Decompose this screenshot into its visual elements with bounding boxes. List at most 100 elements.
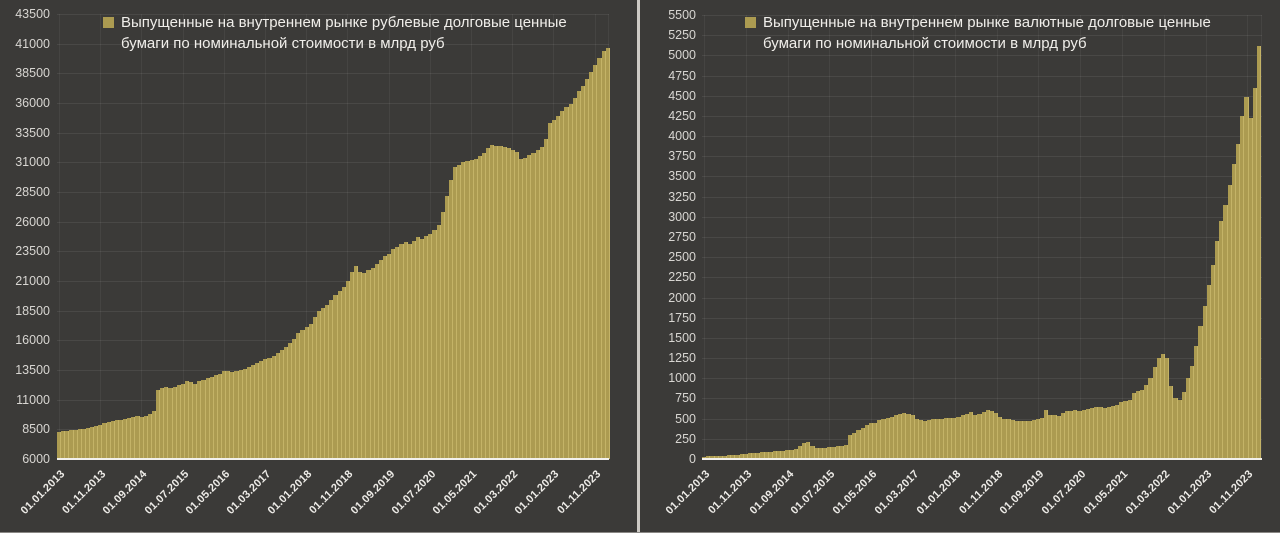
- y-tick-label: 18500: [15, 303, 50, 318]
- bar: [564, 106, 569, 459]
- bar: [1219, 220, 1224, 459]
- bar: [358, 271, 363, 459]
- bar: [1106, 406, 1111, 459]
- bar: [597, 57, 602, 459]
- bar: [312, 316, 317, 459]
- bar: [519, 159, 524, 459]
- bar: [1148, 378, 1153, 459]
- v-gridline: [871, 15, 873, 459]
- h-gridline: [702, 115, 1262, 117]
- bar: [378, 259, 383, 459]
- v-gridline: [1205, 15, 1207, 459]
- x-tick-label: 01.07.2015: [789, 468, 838, 517]
- bar: [868, 423, 874, 459]
- bar: [797, 446, 803, 459]
- bar: [156, 390, 161, 459]
- bar: [1256, 45, 1262, 459]
- bar: [370, 267, 375, 459]
- bar: [98, 424, 103, 459]
- bar: [706, 456, 711, 459]
- y-tick-label: 43500: [15, 7, 50, 21]
- bar: [486, 148, 491, 459]
- h-gridline: [702, 196, 1262, 198]
- bar: [263, 359, 268, 459]
- y-tick-label: 28500: [15, 185, 50, 199]
- y-tick-label: 11000: [16, 392, 50, 407]
- panel-divider: [637, 0, 640, 533]
- bar: [1048, 414, 1053, 459]
- bar: [889, 417, 894, 459]
- bar: [969, 412, 974, 459]
- x-axis: 01.01.2013 01.11.2013 01.09.2014 01.07.2015…: [19, 461, 609, 531]
- bar: [333, 295, 338, 459]
- plot-area: [702, 15, 1262, 460]
- x-tick-label: 01.11.2023: [1207, 468, 1256, 517]
- legend-swatch-icon: [103, 17, 114, 28]
- x-tick-label: 01.05.2016: [830, 468, 880, 517]
- bar: [1019, 421, 1024, 459]
- bar: [271, 355, 276, 459]
- x-axis: 01.01.2013 01.11.2013 01.09.2014 01.07.2015…: [664, 461, 1262, 531]
- bar: [543, 138, 548, 459]
- bar: [881, 418, 886, 459]
- bar: [1056, 416, 1061, 459]
- bar: [1198, 325, 1203, 459]
- h-gridline: [57, 221, 609, 223]
- bar: [964, 413, 969, 459]
- y-tick-label: 13500: [15, 363, 50, 377]
- bar: [1231, 164, 1236, 459]
- bar: [802, 442, 807, 459]
- bar: [1085, 408, 1090, 459]
- h-gridline: [702, 297, 1262, 299]
- bar: [102, 422, 107, 459]
- bar: [469, 159, 474, 459]
- bar: [1252, 87, 1257, 459]
- bar: [898, 414, 903, 459]
- bar: [131, 417, 136, 459]
- bar: [325, 304, 330, 459]
- bar: [943, 418, 949, 459]
- bar: [931, 419, 936, 459]
- y-tick-label: 3000: [668, 209, 696, 224]
- bar: [106, 421, 111, 459]
- bar: [1135, 390, 1141, 459]
- bar: [506, 148, 511, 459]
- bar: [1089, 408, 1095, 459]
- y-tick-label: 38500: [15, 66, 50, 81]
- bar: [490, 145, 495, 459]
- y-tick-label: 750: [675, 391, 696, 406]
- bar: [1185, 378, 1191, 459]
- h-gridline: [57, 103, 609, 104]
- h-gridline: [702, 257, 1262, 259]
- bar: [714, 456, 719, 459]
- h-gridline: [702, 95, 1262, 97]
- bar: [818, 448, 823, 459]
- bar: [910, 415, 915, 459]
- v-gridline: [141, 14, 143, 459]
- bar: [843, 445, 849, 459]
- bar: [772, 451, 778, 459]
- bar: [308, 323, 313, 459]
- legend: Выпущенные на внутреннем рынке валютные …: [745, 13, 1237, 54]
- bar: [494, 145, 499, 459]
- bar: [292, 339, 297, 459]
- bar: [552, 119, 557, 459]
- x-tick-label: 01.03.2022: [1123, 468, 1173, 517]
- bar: [259, 361, 264, 459]
- v-gridline: [182, 14, 184, 459]
- h-gridline: [57, 162, 609, 164]
- y-tick-label: 2500: [668, 250, 696, 265]
- bar: [810, 446, 815, 459]
- bar: [461, 162, 466, 459]
- v-gridline: [100, 14, 102, 459]
- bar: [57, 431, 62, 459]
- v-gridline: [265, 14, 267, 459]
- chart-panel-ruble-securities: Выпущенные на внутреннем рынке рублевые …: [0, 0, 637, 533]
- bar: [366, 270, 371, 459]
- bar: [814, 447, 819, 459]
- y-tick-label: 3250: [668, 189, 696, 204]
- bar: [1006, 419, 1011, 459]
- y-tick-label: 1750: [668, 310, 696, 325]
- bar: [589, 72, 594, 459]
- y-tick-label: 3500: [668, 169, 696, 184]
